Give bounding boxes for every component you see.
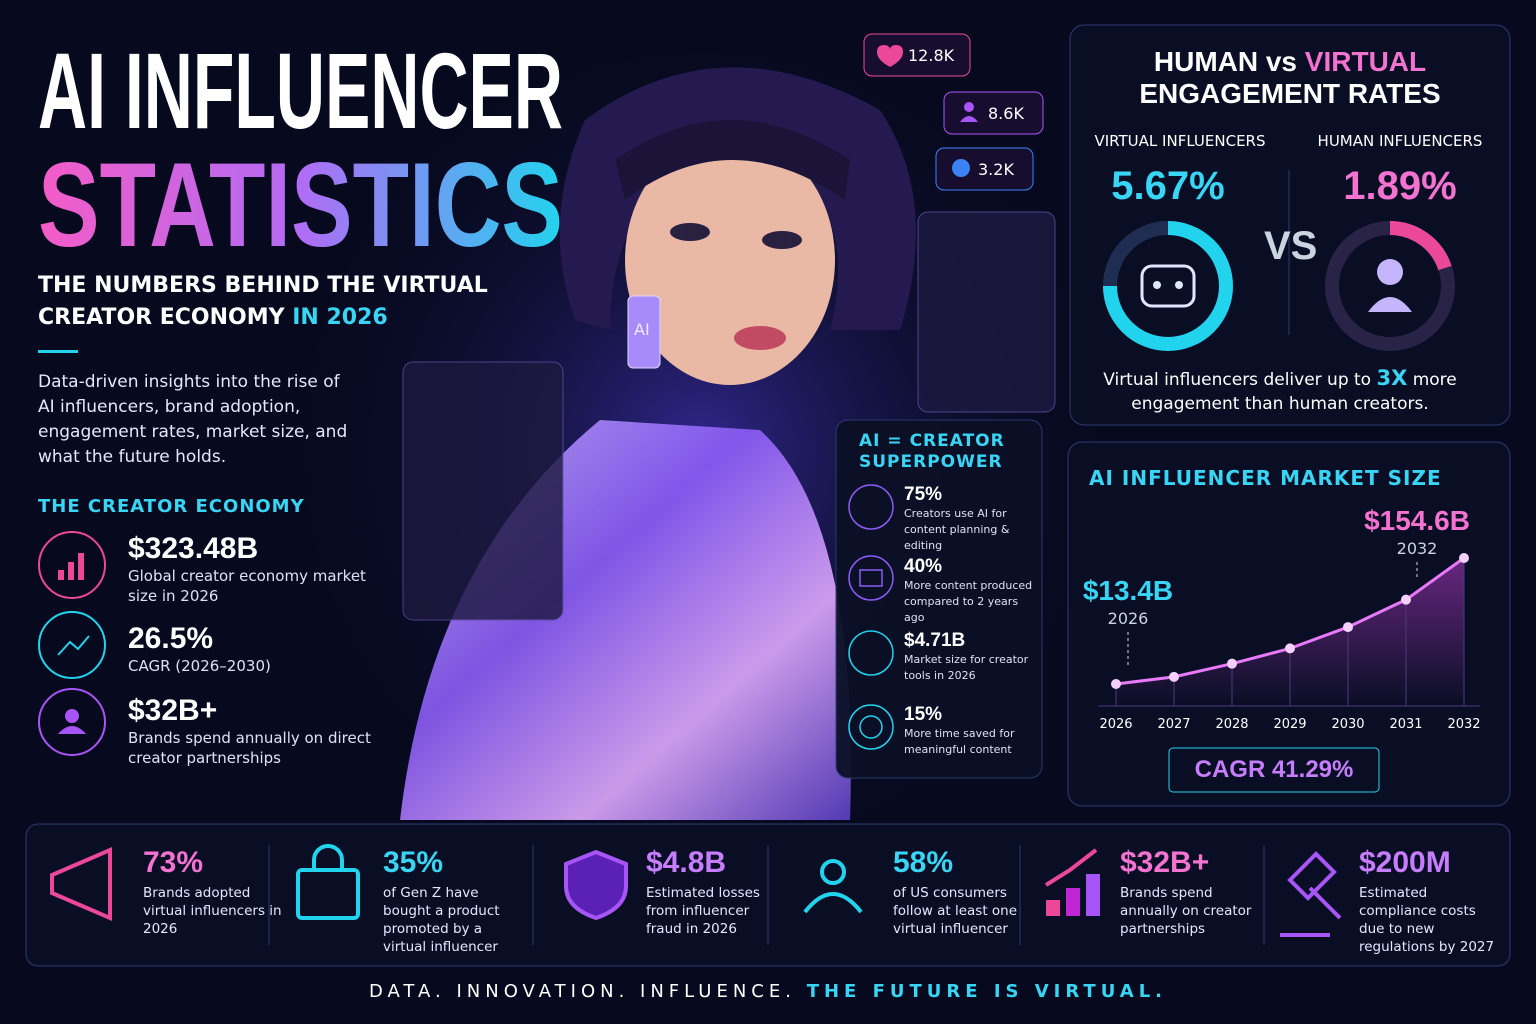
title-line2: STATISTICS [38,138,563,272]
comments: 3.2K [978,160,1014,179]
stat-value: 75% [904,484,943,505]
x-tick-label: 2026 [1099,717,1132,732]
section-heading: THE CREATOR ECONOMY [38,496,305,517]
point [1401,594,1411,605]
x-tick-label: 2030 [1331,717,1364,732]
subtitle-text: THE NUMBERS BEHIND THE VIRTUAL CREATOR E… [38,273,488,330]
stat-label: Estimated compliance costs due to new re… [1359,885,1495,955]
subtitle-year: IN 2026 [292,305,388,330]
stat-label: Brands spend annually on direct creator … [128,729,371,767]
stat-value: $200M [1359,846,1451,879]
stat-value: 58% [893,846,954,879]
point [1459,553,1469,563]
note-text: Virtual influencers deliver up to [1103,370,1372,390]
value-label: $13.4B [1083,575,1173,606]
bottom-stat: $4.8B Estimated losses from influencer fr… [646,846,786,938]
footer: DATA. INNOVATION. INFLUENCE. THE FUTURE … [0,981,1536,1002]
vs: VS [1264,224,1318,268]
bottom-stat: $32B+ Brands spend annually on creator pa… [1120,846,1260,938]
point [1227,658,1237,669]
point [1285,643,1295,654]
value-label: $154.6B [1364,505,1470,536]
virtual-value: 5.67% [1111,164,1225,208]
stat: 15% More time saved for meaningful conten… [904,704,1040,758]
x-tick-label: 2027 [1157,717,1190,732]
stat: 75% Creators use AI for content planning … [904,484,1040,554]
stat-value: $32B+ [1120,846,1210,879]
stat-value: 73% [143,846,204,879]
cagr: CAGR 41.29% [1194,756,1354,783]
stat-label: of US consumers follow at least one virt… [893,885,1018,937]
stat-label: Brands adopted virtual influencers in 20… [143,885,282,937]
stat-label: Brands spend annually on creator partner… [1120,885,1252,937]
human-label: HUMAN INFLUENCERS [1317,132,1483,150]
stat-label: of Gen Z have bought a product promoted … [383,885,500,955]
stat: $32B+ Brands spend annually on direct cre… [128,694,388,768]
title-part: HUMAN vs [1153,46,1298,77]
stat-value: $4.71B [904,630,966,651]
bottom-stat: 73% Brands adopted virtual influencers in… [143,846,283,938]
footer-text: DATA. INNOVATION. INFLUENCE. [368,981,796,1002]
stat-value: 15% [904,704,943,725]
stat-label: Market size for creator tools in 2026 [904,653,1029,682]
stat-label: Creators use AI for content planning & e… [904,507,1010,552]
stat-value: 26.5% [128,622,214,655]
footer-highlight: THE FUTURE IS VIRTUAL. [806,981,1168,1002]
market-title: AI INFLUENCER MARKET SIZE [1089,466,1442,490]
followers: 8.6K [988,104,1024,123]
title-part: ENGAGEMENT RATES [1139,78,1441,109]
stat-label: CAGR (2026–2030) [128,657,271,675]
point [1169,671,1179,682]
likes: 12.8K [908,46,955,65]
stat-value: 40% [904,556,943,577]
stat-label: More time saved for meaningful content [904,727,1015,756]
stat-value: $4.8B [646,846,727,879]
stat: $323.48B Global creator economy market si… [128,532,388,606]
stat: 40% More content produced compared to 2 y… [904,556,1040,626]
engagement-title: HUMAN vs VIRTUAL ENGAGEMENT RATES [1070,46,1510,110]
note-highlight: 3X [1376,366,1408,390]
bottom-stat: 58% of US consumers follow at least one v… [893,846,1033,938]
bottom-stat: $200M Estimated compliance costs due to n… [1359,846,1499,956]
superpower-heading: AI = CREATOR SUPERPOWER [859,431,1005,472]
stat-label: Estimated losses from influencer fraud i… [646,885,760,937]
value-year: 2032 [1397,539,1438,558]
stat: $4.71B Market size for creator tools in 2… [904,630,1040,684]
stat-label: Global creator economy market size in 20… [128,567,366,605]
title-line1: AI INFLUENCER [38,30,563,151]
stat-value: $32B+ [128,694,218,727]
x-tick-label: 2032 [1447,717,1480,732]
point [1343,622,1353,633]
market-chart: 2026 2027 2028 2029 2030 2031 2032 $13.4B 2026 $1… [1083,505,1481,732]
x-tick-label: 2028 [1215,717,1248,732]
x-tick-label: 2029 [1273,717,1306,732]
human-value: 1.89% [1343,164,1457,208]
stat-value: $323.48B [128,532,259,565]
x-tick-label: 2031 [1389,717,1422,732]
earring-text: AI [634,320,650,339]
intro: Data-driven insights into the rise of AI… [38,372,348,467]
value-year: 2026 [1108,609,1149,628]
point [1111,679,1121,689]
note-text: more engagement than human creators. [1131,370,1457,414]
stat-label: More content produced compared to 2 year… [904,579,1033,624]
title-part: VIRTUAL [1304,46,1427,77]
stat-value: 35% [383,846,444,879]
virtual-label: VIRTUAL INFLUENCERS [1094,132,1266,150]
bottom-stat: 35% of Gen Z have bought a product promot… [383,846,523,956]
engagement-note: Virtual influencers deliver up to 3X mor… [1090,366,1470,416]
subtitle: THE NUMBERS BEHIND THE VIRTUAL CREATOR E… [38,270,558,334]
area [1116,558,1464,706]
stat: 26.5% CAGR (2026–2030) [128,622,388,676]
